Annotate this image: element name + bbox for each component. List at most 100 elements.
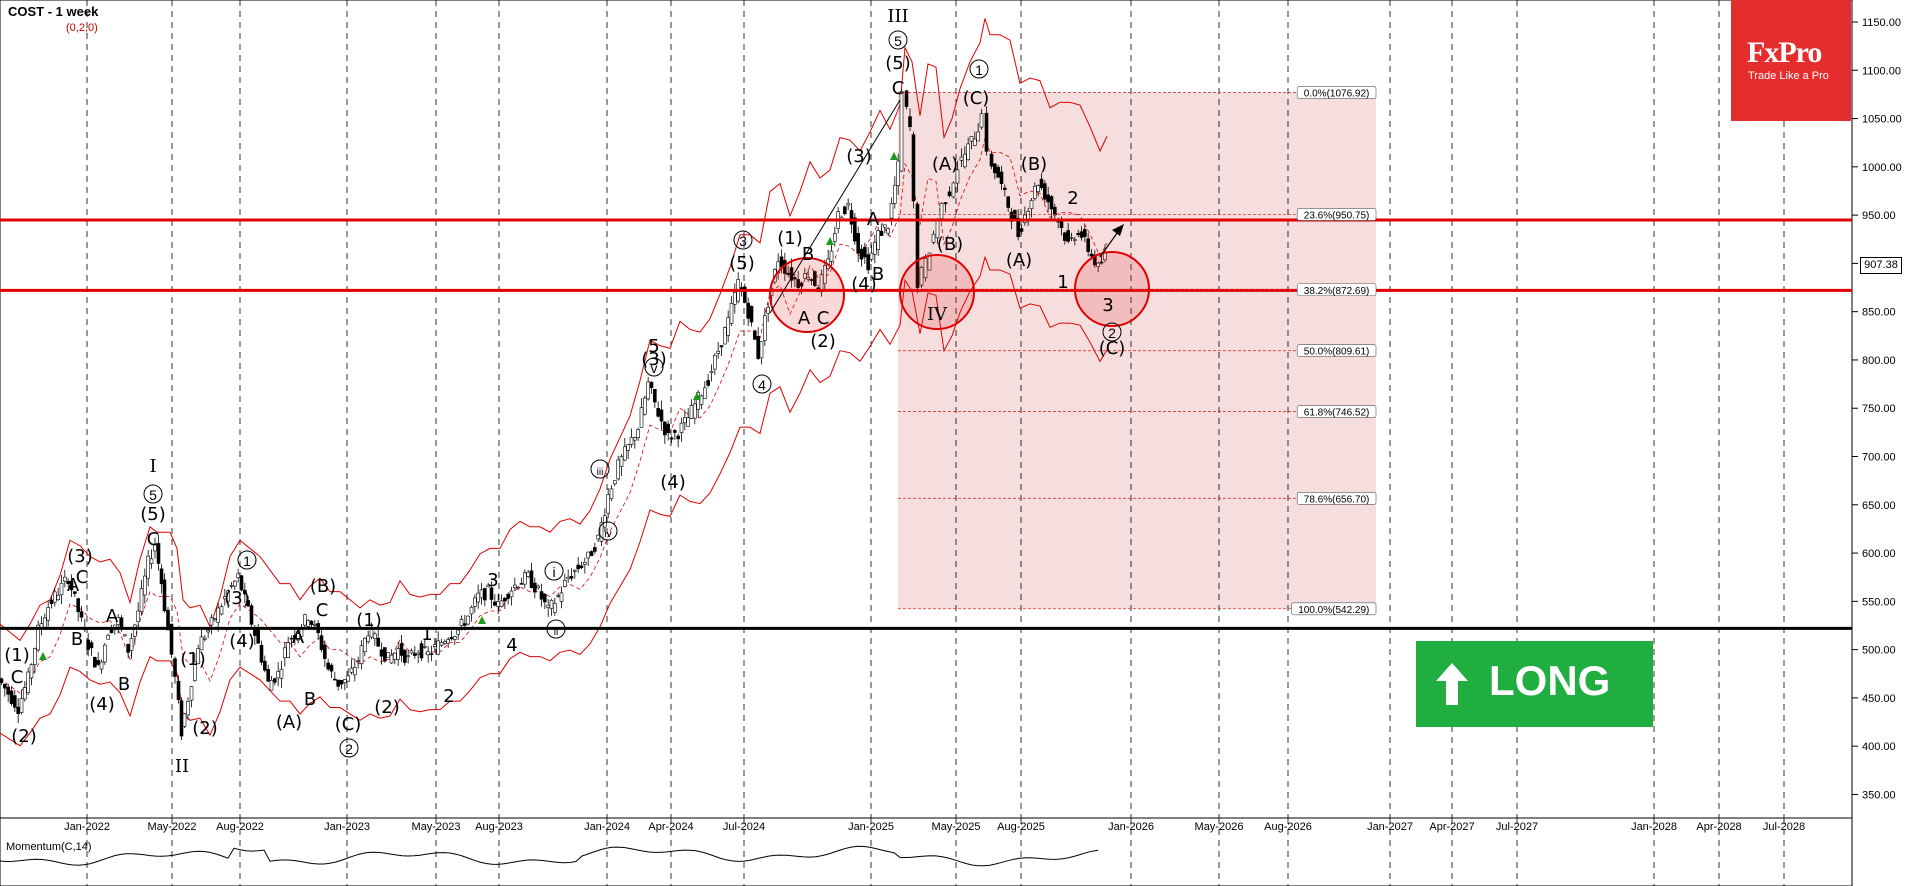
candle-body bbox=[93, 657, 97, 668]
candle-body bbox=[696, 392, 700, 410]
x-tick-label: Aug-2026 bbox=[1264, 821, 1312, 833]
wave-label: (2) bbox=[374, 697, 400, 718]
up-arrow-icon bbox=[1436, 663, 1468, 705]
candle-body bbox=[103, 644, 107, 663]
candle-body bbox=[873, 241, 877, 255]
candle-body bbox=[656, 407, 660, 417]
x-axis: Jan-2022 May-2022 Aug-2022 Jan-2023 May-2023… bbox=[64, 821, 1805, 833]
y-tick-label: 350.00 bbox=[1862, 789, 1896, 801]
candle-body bbox=[1073, 239, 1077, 241]
candle-body bbox=[246, 600, 250, 607]
fib-label-box bbox=[1296, 208, 1377, 221]
candle-body bbox=[319, 635, 324, 651]
candle-body bbox=[219, 606, 224, 615]
candle-body bbox=[1019, 228, 1024, 232]
candle-body bbox=[279, 668, 284, 679]
candle-body bbox=[499, 600, 504, 607]
fib-zone-rect bbox=[898, 92, 1376, 609]
fib-label: 38.2%(872.69) bbox=[1304, 286, 1370, 297]
candle-body bbox=[469, 606, 474, 615]
candle-body bbox=[843, 206, 847, 214]
candle-body bbox=[749, 305, 754, 323]
wave-label: C bbox=[817, 308, 830, 329]
candle-body bbox=[473, 597, 477, 607]
candle-body bbox=[26, 671, 30, 693]
candle-body bbox=[693, 403, 697, 419]
momentum-label: Momentum(C,14) bbox=[6, 841, 92, 853]
chart-subtitle: (0,2,0) bbox=[66, 22, 98, 34]
candle-body bbox=[519, 583, 524, 585]
candle-body bbox=[506, 593, 510, 599]
candle-body bbox=[383, 647, 387, 662]
x-tick-label: Apr-2024 bbox=[648, 821, 693, 833]
candle-body bbox=[329, 664, 334, 672]
candle-body bbox=[276, 671, 280, 679]
price-candles bbox=[0, 88, 1107, 741]
candle-body bbox=[173, 658, 177, 677]
candle-body bbox=[199, 636, 204, 651]
candle-body bbox=[3, 683, 7, 689]
y-tick-label: 700.00 bbox=[1862, 452, 1896, 464]
wave-label: (3) bbox=[846, 146, 872, 167]
candle-body bbox=[439, 642, 444, 646]
wave-label: (4) bbox=[89, 694, 115, 715]
y-tick-label: 750.00 bbox=[1862, 403, 1896, 415]
candle-body bbox=[263, 660, 267, 671]
wave-label: (4) bbox=[851, 274, 877, 295]
candle-body bbox=[233, 580, 237, 587]
candle-body bbox=[716, 350, 720, 354]
candle-body bbox=[1099, 261, 1104, 264]
x-tick-label: Jan-2022 bbox=[64, 821, 110, 833]
trend-line bbox=[769, 99, 901, 314]
candle-body bbox=[613, 480, 617, 485]
candle-body bbox=[346, 675, 350, 682]
candle-body bbox=[984, 112, 989, 152]
candle-body bbox=[133, 624, 137, 637]
y-tick-label: 600.00 bbox=[1862, 548, 1896, 560]
candle-body bbox=[99, 661, 104, 670]
fib-label-box bbox=[1296, 344, 1377, 357]
candle-body bbox=[283, 647, 287, 659]
wave-label: (1) bbox=[777, 228, 803, 249]
candle-body bbox=[723, 327, 727, 345]
candle-body bbox=[653, 388, 657, 403]
candle-body bbox=[186, 700, 190, 716]
candle-body bbox=[669, 437, 674, 440]
candle-body bbox=[1009, 211, 1014, 222]
wave-label: A bbox=[106, 606, 119, 627]
candle-body bbox=[1003, 187, 1007, 190]
wave-label: A bbox=[67, 575, 80, 596]
candle-body bbox=[286, 642, 290, 659]
candle-body bbox=[146, 555, 150, 579]
candle-body bbox=[323, 644, 327, 659]
candle-body bbox=[399, 643, 404, 656]
candle-body bbox=[853, 217, 857, 242]
candle-body bbox=[883, 224, 887, 228]
candle-body bbox=[449, 636, 454, 640]
candle-body bbox=[659, 409, 664, 422]
candle-body bbox=[583, 562, 587, 565]
fib-label-box bbox=[1296, 492, 1377, 505]
candle-body bbox=[413, 653, 417, 656]
candle-body bbox=[603, 515, 607, 528]
candle-body bbox=[169, 623, 174, 655]
candle-body bbox=[679, 422, 684, 433]
wave-label: B bbox=[71, 629, 83, 650]
candle-body bbox=[989, 153, 994, 167]
wave-label: 3 bbox=[487, 570, 498, 591]
wave-label: B bbox=[872, 264, 884, 285]
y-axis: 1150.001100.001050.001000.00950.00900.00… bbox=[1852, 17, 1902, 801]
logo-brand: FxPro bbox=[1747, 36, 1822, 69]
candle-body bbox=[6, 686, 10, 695]
wave-label: 5 bbox=[648, 336, 659, 357]
fib-label: 78.6%(656.70) bbox=[1304, 494, 1370, 505]
candle-body bbox=[993, 163, 997, 174]
candle-body bbox=[363, 637, 367, 653]
x-tick-label: May-2023 bbox=[412, 821, 461, 833]
candle-body bbox=[16, 706, 20, 714]
wave-label: 2 bbox=[1067, 188, 1078, 209]
y-tick-label: 850.00 bbox=[1862, 307, 1896, 319]
candle-body bbox=[911, 134, 916, 202]
wave-label: B bbox=[802, 244, 814, 265]
